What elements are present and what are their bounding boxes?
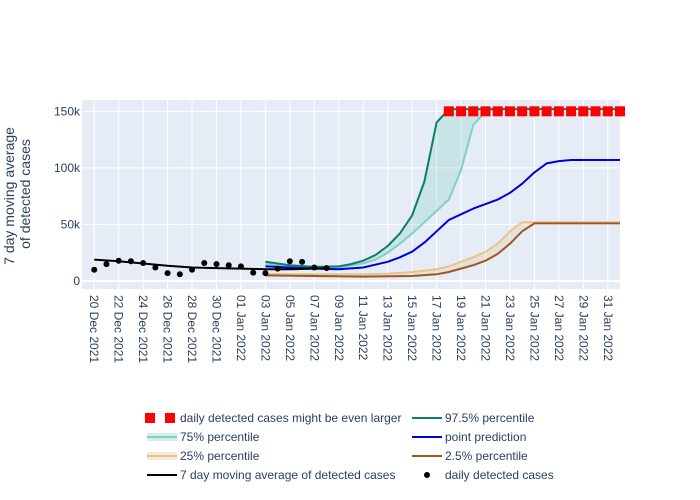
daily-cases-point	[140, 259, 147, 266]
might-be-larger-marker	[578, 106, 589, 117]
percentile-bands	[265, 109, 620, 277]
legend-label: 75% percentile	[180, 430, 260, 444]
grid-lines	[82, 100, 620, 289]
band-75-to-975	[265, 109, 620, 268]
x-tick-label: 19 Jan 2022	[454, 295, 468, 361]
legend-item: 2.5% percentile	[412, 449, 528, 463]
daily-cases-point	[115, 257, 122, 264]
legend-swatch-dot	[424, 472, 430, 478]
x-tick-label: 11 Jan 2022	[356, 295, 370, 360]
daily-cases-point	[164, 270, 171, 277]
daily-cases-point	[152, 264, 159, 271]
legend-item: point prediction	[412, 430, 526, 444]
daily-cases-point	[250, 269, 257, 276]
y-tick-label: 0	[73, 274, 80, 288]
x-tick-label: 13 Jan 2022	[381, 295, 395, 361]
legend-swatch-squares	[165, 413, 175, 423]
might-be-larger-marker	[456, 106, 467, 117]
legend-label: 7 day moving average of detected cases	[180, 468, 395, 482]
x-tick-label: 20 Dec 2021	[87, 295, 101, 363]
x-tick-label: 21 Jan 2022	[479, 295, 493, 361]
daily-cases-point	[189, 266, 196, 273]
x-tick-label: 03 Jan 2022	[258, 295, 272, 361]
might-be-larger-marker	[590, 106, 601, 117]
x-tick-label: 09 Jan 2022	[332, 295, 346, 361]
might-be-larger-marker	[529, 106, 540, 117]
legend-item: 75% percentile	[147, 430, 260, 444]
might-be-larger-marker	[480, 106, 491, 117]
legend-item: daily detected cases	[424, 468, 554, 482]
legend-label: daily detected cases	[445, 468, 554, 482]
legend-swatch-squares	[145, 413, 155, 423]
y-axis-ticks: 0 50k 100k 150k	[54, 104, 81, 288]
y-tick-label: 50k	[61, 217, 81, 231]
y-tick-label: 100k	[54, 161, 81, 175]
daily-cases-point	[274, 265, 281, 272]
x-tick-label: 01 Jan 2022	[234, 295, 248, 361]
x-tick-label: 27 Jan 2022	[552, 295, 566, 361]
legend-item: 97.5% percentile	[412, 411, 535, 425]
x-tick-label: 15 Jan 2022	[405, 295, 419, 361]
plot-area	[82, 100, 620, 289]
might-be-larger-marker	[517, 106, 528, 117]
y-axis-label-line-1: 7 day moving average	[1, 127, 17, 265]
daily-cases-point	[311, 264, 318, 271]
y-tick-label: 150k	[54, 104, 81, 118]
might-be-larger-marker	[443, 106, 454, 117]
legend-label: 97.5% percentile	[445, 411, 535, 425]
might-be-larger-marker	[615, 106, 625, 117]
daily-cases-point	[91, 266, 98, 273]
legend-item: 25% percentile	[147, 449, 260, 463]
daily-cases-point	[225, 262, 232, 269]
legend-label: point prediction	[445, 430, 526, 444]
daily-cases-point	[237, 263, 244, 270]
x-tick-label: 26 Dec 2021	[161, 295, 175, 363]
daily-cases-point	[323, 265, 330, 272]
x-tick-label: 05 Jan 2022	[283, 295, 297, 361]
x-tick-label: 30 Dec 2021	[210, 295, 224, 363]
data-points	[91, 106, 625, 278]
might-be-larger-marker	[566, 106, 577, 117]
x-tick-label: 07 Jan 2022	[307, 295, 321, 361]
series-line-p025	[265, 222, 620, 278]
legend-label: daily detected cases might be even large…	[180, 411, 401, 425]
daily-cases-point	[176, 271, 183, 278]
x-tick-label: 31 Jan 2022	[601, 295, 615, 361]
x-tick-label: 17 Jan 2022	[430, 295, 444, 361]
x-axis-ticks: 20 Dec 2021 22 Dec 2021 24 Dec 2021 26 Dec …	[87, 295, 615, 363]
legend: daily detected cases might be even large…	[145, 411, 554, 482]
daily-cases-point	[127, 258, 134, 265]
daily-cases-point	[286, 258, 293, 265]
might-be-larger-marker	[504, 106, 515, 117]
daily-cases-point	[213, 261, 220, 268]
x-tick-label: 28 Dec 2021	[185, 295, 199, 363]
might-be-larger-marker	[541, 106, 552, 117]
daily-cases-point	[201, 259, 208, 266]
x-tick-label: 22 Dec 2021	[112, 295, 126, 363]
might-be-larger-marker	[468, 106, 479, 117]
legend-item: daily detected cases might be even large…	[145, 411, 401, 425]
x-tick-label: 23 Jan 2022	[503, 295, 517, 361]
might-be-larger-marker	[602, 106, 613, 117]
y-axis-label-line-2: of detected cases	[17, 139, 33, 249]
series-line-point	[265, 159, 620, 271]
x-tick-label: 25 Jan 2022	[527, 295, 541, 361]
series-line-moving_avg	[94, 258, 327, 271]
legend-item: 7 day moving average of detected cases	[147, 468, 395, 482]
legend-label: 2.5% percentile	[445, 449, 528, 463]
daily-cases-point	[103, 261, 110, 268]
might-be-larger-marker	[553, 106, 564, 117]
x-tick-label: 29 Jan 2022	[576, 295, 590, 361]
legend-label: 25% percentile	[180, 449, 260, 463]
daily-cases-point	[299, 258, 306, 265]
might-be-larger-marker	[492, 106, 503, 117]
daily-cases-point	[262, 270, 269, 277]
series-line-p25	[265, 221, 620, 276]
x-tick-label: 24 Dec 2021	[136, 295, 150, 363]
y-axis-label: 7 day moving average of detected cases	[1, 123, 33, 265]
